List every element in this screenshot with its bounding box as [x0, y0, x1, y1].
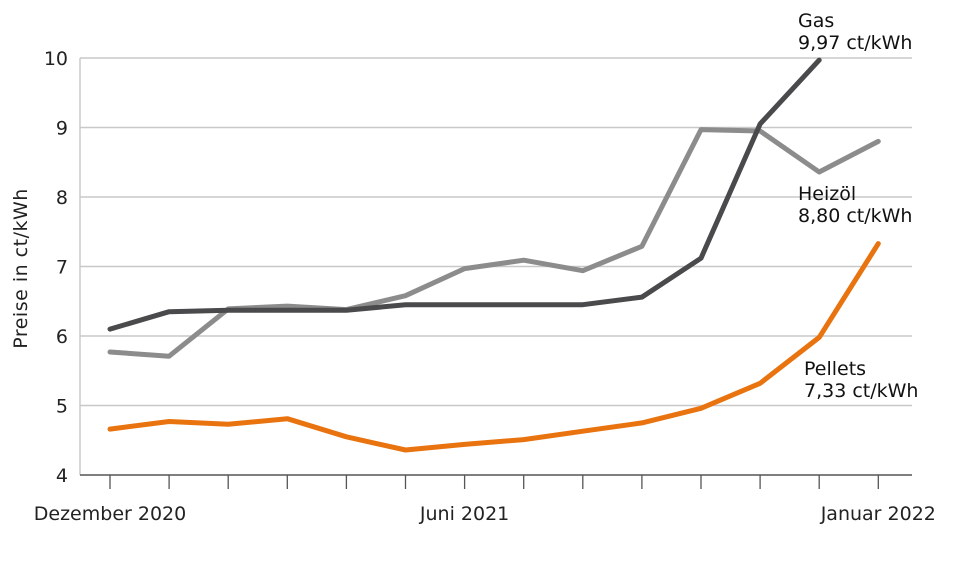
- y-tick-label-6: 6: [56, 326, 68, 348]
- x-tick-label-6: Juni 2021: [419, 503, 509, 525]
- annotation-gas-value: 9,97 ct/kWh: [798, 32, 912, 54]
- y-tick-label-7: 7: [56, 257, 68, 279]
- y-tick-label-4: 4: [56, 465, 68, 487]
- series-line-gas: [107, 57, 822, 332]
- annotation-gas-name: Gas: [798, 10, 834, 32]
- y-axis-ticks: 4 5 6 7 8 9 10: [44, 48, 68, 487]
- y-axis-label: Preise in ct/kWh: [10, 188, 32, 349]
- y-tick-label-8: 8: [56, 187, 68, 209]
- y-tick-label-5: 5: [56, 396, 68, 418]
- series-line-pellets: [107, 241, 881, 453]
- x-tick-label-13: Januar 2022: [820, 503, 936, 525]
- y-tick-label-9: 9: [56, 118, 68, 140]
- annotation-heizöl-value: 8,80 ct/kWh: [798, 205, 912, 227]
- annotation-pellets-name: Pellets: [804, 358, 866, 380]
- series-line-heizöl: [107, 127, 881, 359]
- annotation-pellets-value: 7,33 ct/kWh: [804, 380, 918, 402]
- annotation-heizöl-name: Heizöl: [798, 183, 856, 205]
- y-tick-label-10: 10: [44, 48, 68, 70]
- x-axis-ticks: Dezember 2020 Juni 2021 Januar 2022: [34, 475, 936, 525]
- x-tick-label-0: Dezember 2020: [34, 503, 186, 525]
- series-lines: [107, 57, 881, 453]
